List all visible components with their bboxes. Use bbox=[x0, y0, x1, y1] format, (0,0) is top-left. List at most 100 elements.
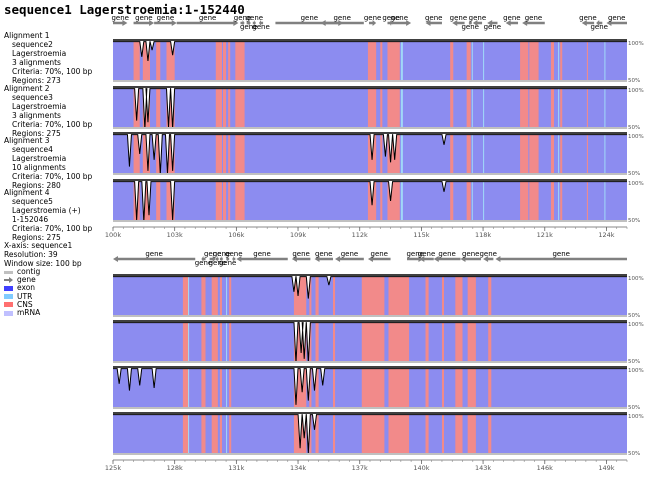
x-axis-info: X-axis: sequence1 Resolution: 39 Window … bbox=[4, 241, 82, 268]
legend-label: UTR bbox=[17, 291, 33, 301]
x-tick-label: 143k bbox=[475, 464, 491, 472]
cns-region bbox=[235, 40, 245, 82]
gene-arrow bbox=[460, 256, 482, 262]
utr-region bbox=[558, 87, 560, 129]
cns-region bbox=[586, 180, 588, 222]
alignment-label-2: Alignment 2 sequence3 Lagerstroemia 3 al… bbox=[4, 84, 92, 138]
gene-arrow bbox=[335, 256, 364, 262]
gene-label: gene bbox=[391, 14, 409, 22]
conservation-line bbox=[113, 41, 627, 62]
cns-region bbox=[380, 87, 383, 129]
cns-region bbox=[441, 367, 445, 409]
alignment-title: Alignment 1 bbox=[4, 31, 50, 40]
cns-region bbox=[142, 40, 151, 82]
utr-region bbox=[400, 87, 403, 129]
cns-region bbox=[488, 367, 492, 409]
y-tick-50: 50% bbox=[628, 359, 640, 365]
conservation-line bbox=[113, 322, 627, 364]
gene-label: gene bbox=[252, 23, 270, 31]
alignment-count: 1-152046 bbox=[12, 215, 49, 224]
gene-arrow bbox=[236, 256, 288, 262]
legend-mrna: mRNA bbox=[4, 308, 40, 317]
cns-region bbox=[166, 40, 175, 82]
cns-region bbox=[466, 133, 471, 175]
cns-region bbox=[228, 87, 231, 129]
x-tick-label: 115k bbox=[413, 231, 429, 239]
y-tick-50: 50% bbox=[628, 171, 640, 177]
alignment-label-3: Alignment 3 sequence4 Lagerstroemia 10 a… bbox=[4, 136, 92, 190]
gene-arrow bbox=[314, 256, 333, 262]
cns-region bbox=[229, 367, 232, 409]
utr-region bbox=[188, 413, 190, 455]
gene-arrow bbox=[226, 256, 230, 262]
x-tick-label: 128k bbox=[167, 464, 183, 472]
cns-region bbox=[201, 367, 206, 409]
utr-region bbox=[471, 40, 473, 82]
contig-bar bbox=[113, 173, 627, 175]
conservation-line bbox=[113, 88, 627, 130]
utr-region bbox=[604, 40, 606, 82]
cns-region bbox=[550, 87, 555, 129]
contig-bar bbox=[113, 127, 627, 129]
utr-region bbox=[400, 180, 403, 222]
y-tick-50: 50% bbox=[628, 313, 640, 319]
gene-arrow-icon bbox=[4, 277, 13, 284]
cns-region bbox=[215, 133, 222, 175]
cns-region bbox=[361, 367, 385, 409]
gene-arrow bbox=[522, 20, 545, 26]
contig-bar bbox=[113, 361, 627, 363]
cns-region bbox=[388, 367, 410, 409]
y-tick-100: 100% bbox=[628, 322, 644, 328]
gene-arrow bbox=[154, 20, 177, 26]
cns-region bbox=[222, 40, 227, 82]
gene-arrow bbox=[581, 20, 595, 26]
cns-region bbox=[315, 275, 319, 317]
cns-region bbox=[211, 275, 218, 317]
y-tick-50: 50% bbox=[628, 125, 640, 131]
cns-region bbox=[425, 321, 429, 363]
gene-arrow bbox=[505, 20, 519, 26]
cns-region bbox=[229, 413, 232, 455]
utr-region bbox=[483, 87, 485, 129]
cns-region bbox=[586, 87, 588, 129]
utr-region bbox=[604, 180, 606, 222]
utr-region bbox=[188, 321, 190, 363]
cns-region bbox=[211, 413, 218, 455]
gene-label: gene bbox=[157, 14, 175, 22]
x-tick-label: 131k bbox=[228, 464, 244, 472]
cns-region bbox=[222, 180, 227, 222]
page-title: sequence1 Lagerstroemia:1-152440 bbox=[4, 2, 245, 17]
gene-label: gene bbox=[219, 259, 237, 267]
gene-label: gene bbox=[438, 250, 456, 258]
alignment-organism: Lagerstroemia bbox=[12, 49, 67, 58]
cns-region bbox=[182, 275, 190, 317]
y-tick-100: 100% bbox=[628, 134, 644, 140]
gene-arrow bbox=[133, 20, 155, 26]
conservation-line bbox=[113, 134, 627, 176]
gene-label: gene bbox=[111, 14, 129, 22]
track-3: 100% 50% bbox=[113, 366, 644, 411]
gene-label: gene bbox=[590, 23, 608, 31]
y-tick-50: 50% bbox=[628, 218, 640, 224]
cns-region bbox=[222, 87, 227, 129]
utr-region bbox=[471, 180, 473, 222]
cns-region bbox=[560, 87, 563, 129]
utr-region bbox=[604, 87, 606, 129]
track-1: 100% 50% bbox=[113, 274, 644, 319]
cns-region bbox=[156, 87, 161, 129]
cns-region bbox=[550, 180, 555, 222]
cns-region bbox=[455, 321, 463, 363]
cns-region bbox=[455, 367, 463, 409]
cns-region bbox=[388, 321, 410, 363]
cns-region bbox=[211, 321, 218, 363]
cns-region bbox=[215, 87, 222, 129]
x-tick-label: 137k bbox=[352, 464, 368, 472]
cns-region bbox=[387, 87, 400, 129]
cns-region bbox=[182, 321, 190, 363]
x-tick-label: 149k bbox=[598, 464, 614, 472]
contig-bar bbox=[113, 80, 627, 82]
cns-region bbox=[156, 133, 161, 175]
cns-region bbox=[315, 321, 319, 363]
track-1: 100% 50% bbox=[113, 39, 644, 84]
